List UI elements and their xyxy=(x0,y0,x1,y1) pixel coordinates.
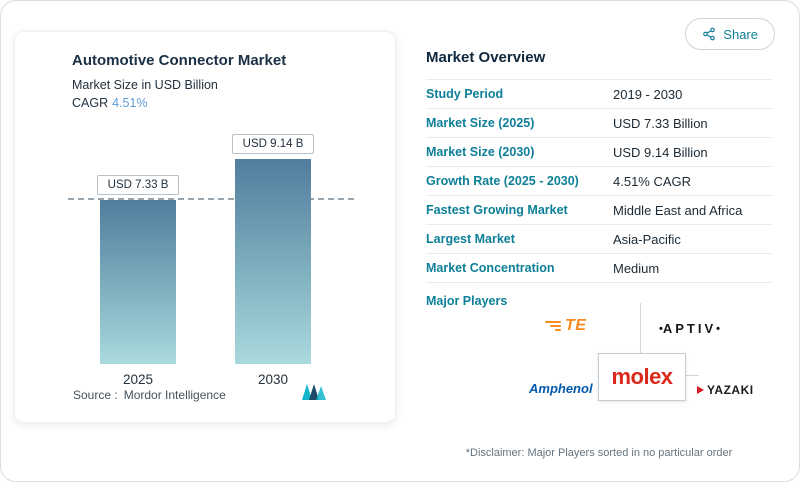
yazaki-logo: YAZAKI xyxy=(697,383,754,397)
table-row: Largest Market Asia-Pacific xyxy=(426,225,772,254)
share-button[interactable]: Share xyxy=(685,18,775,50)
major-players-label: Major Players xyxy=(426,294,508,308)
row-label: Market Size (2030) xyxy=(426,145,535,159)
table-row: Fastest Growing Market Middle East and A… xyxy=(426,196,772,225)
x-tick-2025: 2025 xyxy=(122,372,154,387)
cagr-line: CAGR 4.51% xyxy=(72,96,148,110)
chart-subtitle: Market Size in USD Billion xyxy=(72,78,218,92)
bar-column-2025: USD 7.33 B xyxy=(96,175,180,364)
molex-logo-text: molex xyxy=(611,364,673,389)
cagr-value: 4.51% xyxy=(112,96,148,110)
te-logo-text: TE xyxy=(565,317,587,334)
major-players-logos: TE •APTIV• Amphenol molex YAZAKI xyxy=(501,301,781,411)
row-label: Study Period xyxy=(426,87,504,101)
bar-value-label: USD 7.33 B xyxy=(96,175,180,195)
chart-plot-area: USD 7.33 B USD 9.14 B xyxy=(68,132,354,364)
bar-chart: USD 7.33 B USD 9.14 B 2025 2030 xyxy=(68,132,354,394)
row-label: Market Concentration xyxy=(426,261,555,275)
players-disclaimer: *Disclaimer: Major Players sorted in no … xyxy=(465,447,733,459)
source-attribution: Source : Mordor Intelligence xyxy=(73,388,226,402)
te-connectivity-logo: TE xyxy=(545,317,586,335)
bar-2025 xyxy=(100,200,176,364)
bar-column-2030: USD 9.14 B xyxy=(231,134,315,364)
logo-divider-vertical xyxy=(640,303,641,356)
molex-logo-box: molex xyxy=(598,353,686,401)
amphenol-logo: Amphenol xyxy=(529,381,593,396)
row-label: Market Size (2025) xyxy=(426,116,535,130)
row-label: Largest Market xyxy=(426,232,515,246)
share-button-label: Share xyxy=(723,26,758,42)
aptiv-logo-text: APTIV xyxy=(662,321,717,336)
row-value: USD 7.33 Billion xyxy=(613,115,708,131)
bar-value-label: USD 9.14 B xyxy=(231,134,315,154)
row-value: Middle East and Africa xyxy=(613,202,743,218)
logo-divider-horizontal xyxy=(685,375,699,376)
row-value: 4.51% CAGR xyxy=(613,173,692,189)
row-value: Asia-Pacific xyxy=(613,231,681,247)
yazaki-arrow-icon xyxy=(697,386,704,394)
chart-title: Automotive Connector Market xyxy=(72,52,287,69)
yazaki-logo-text: YAZAKI xyxy=(707,383,754,397)
reference-line xyxy=(68,198,354,200)
aptiv-logo: •APTIV• xyxy=(659,321,720,336)
source-name: Mordor Intelligence xyxy=(123,388,226,402)
bar-2030 xyxy=(235,159,311,364)
aptiv-dot-right: • xyxy=(716,323,721,335)
x-tick-2030: 2030 xyxy=(257,372,289,387)
table-row: Growth Rate (2025 - 2030) 4.51% CAGR xyxy=(426,167,772,196)
table-row: Market Concentration Medium xyxy=(426,254,772,283)
table-row: Market Size (2030) USD 9.14 Billion xyxy=(426,138,772,167)
mordor-intelligence-logo-icon xyxy=(302,384,326,400)
market-chart-card: Automotive Connector Market Market Size … xyxy=(14,31,396,423)
row-label: Growth Rate (2025 - 2030) xyxy=(426,174,579,188)
cagr-label: CAGR xyxy=(72,96,109,110)
te-lines-icon xyxy=(545,321,561,331)
row-value: 2019 - 2030 xyxy=(613,86,683,102)
row-value: Medium xyxy=(613,260,660,276)
share-icon xyxy=(703,27,716,41)
aptiv-dot-left: • xyxy=(659,323,663,335)
row-label: Fastest Growing Market xyxy=(426,203,568,217)
overview-heading: Market Overview xyxy=(426,49,546,66)
table-row: Market Size (2025) USD 7.33 Billion xyxy=(426,109,772,138)
overview-table: Study Period 2019 - 2030 Market Size (20… xyxy=(426,79,772,283)
source-prefix: Source : xyxy=(73,388,118,402)
row-value: USD 9.14 Billion xyxy=(613,144,708,160)
x-axis-labels: 2025 2030 xyxy=(72,372,344,392)
table-row: Study Period 2019 - 2030 xyxy=(426,80,772,109)
